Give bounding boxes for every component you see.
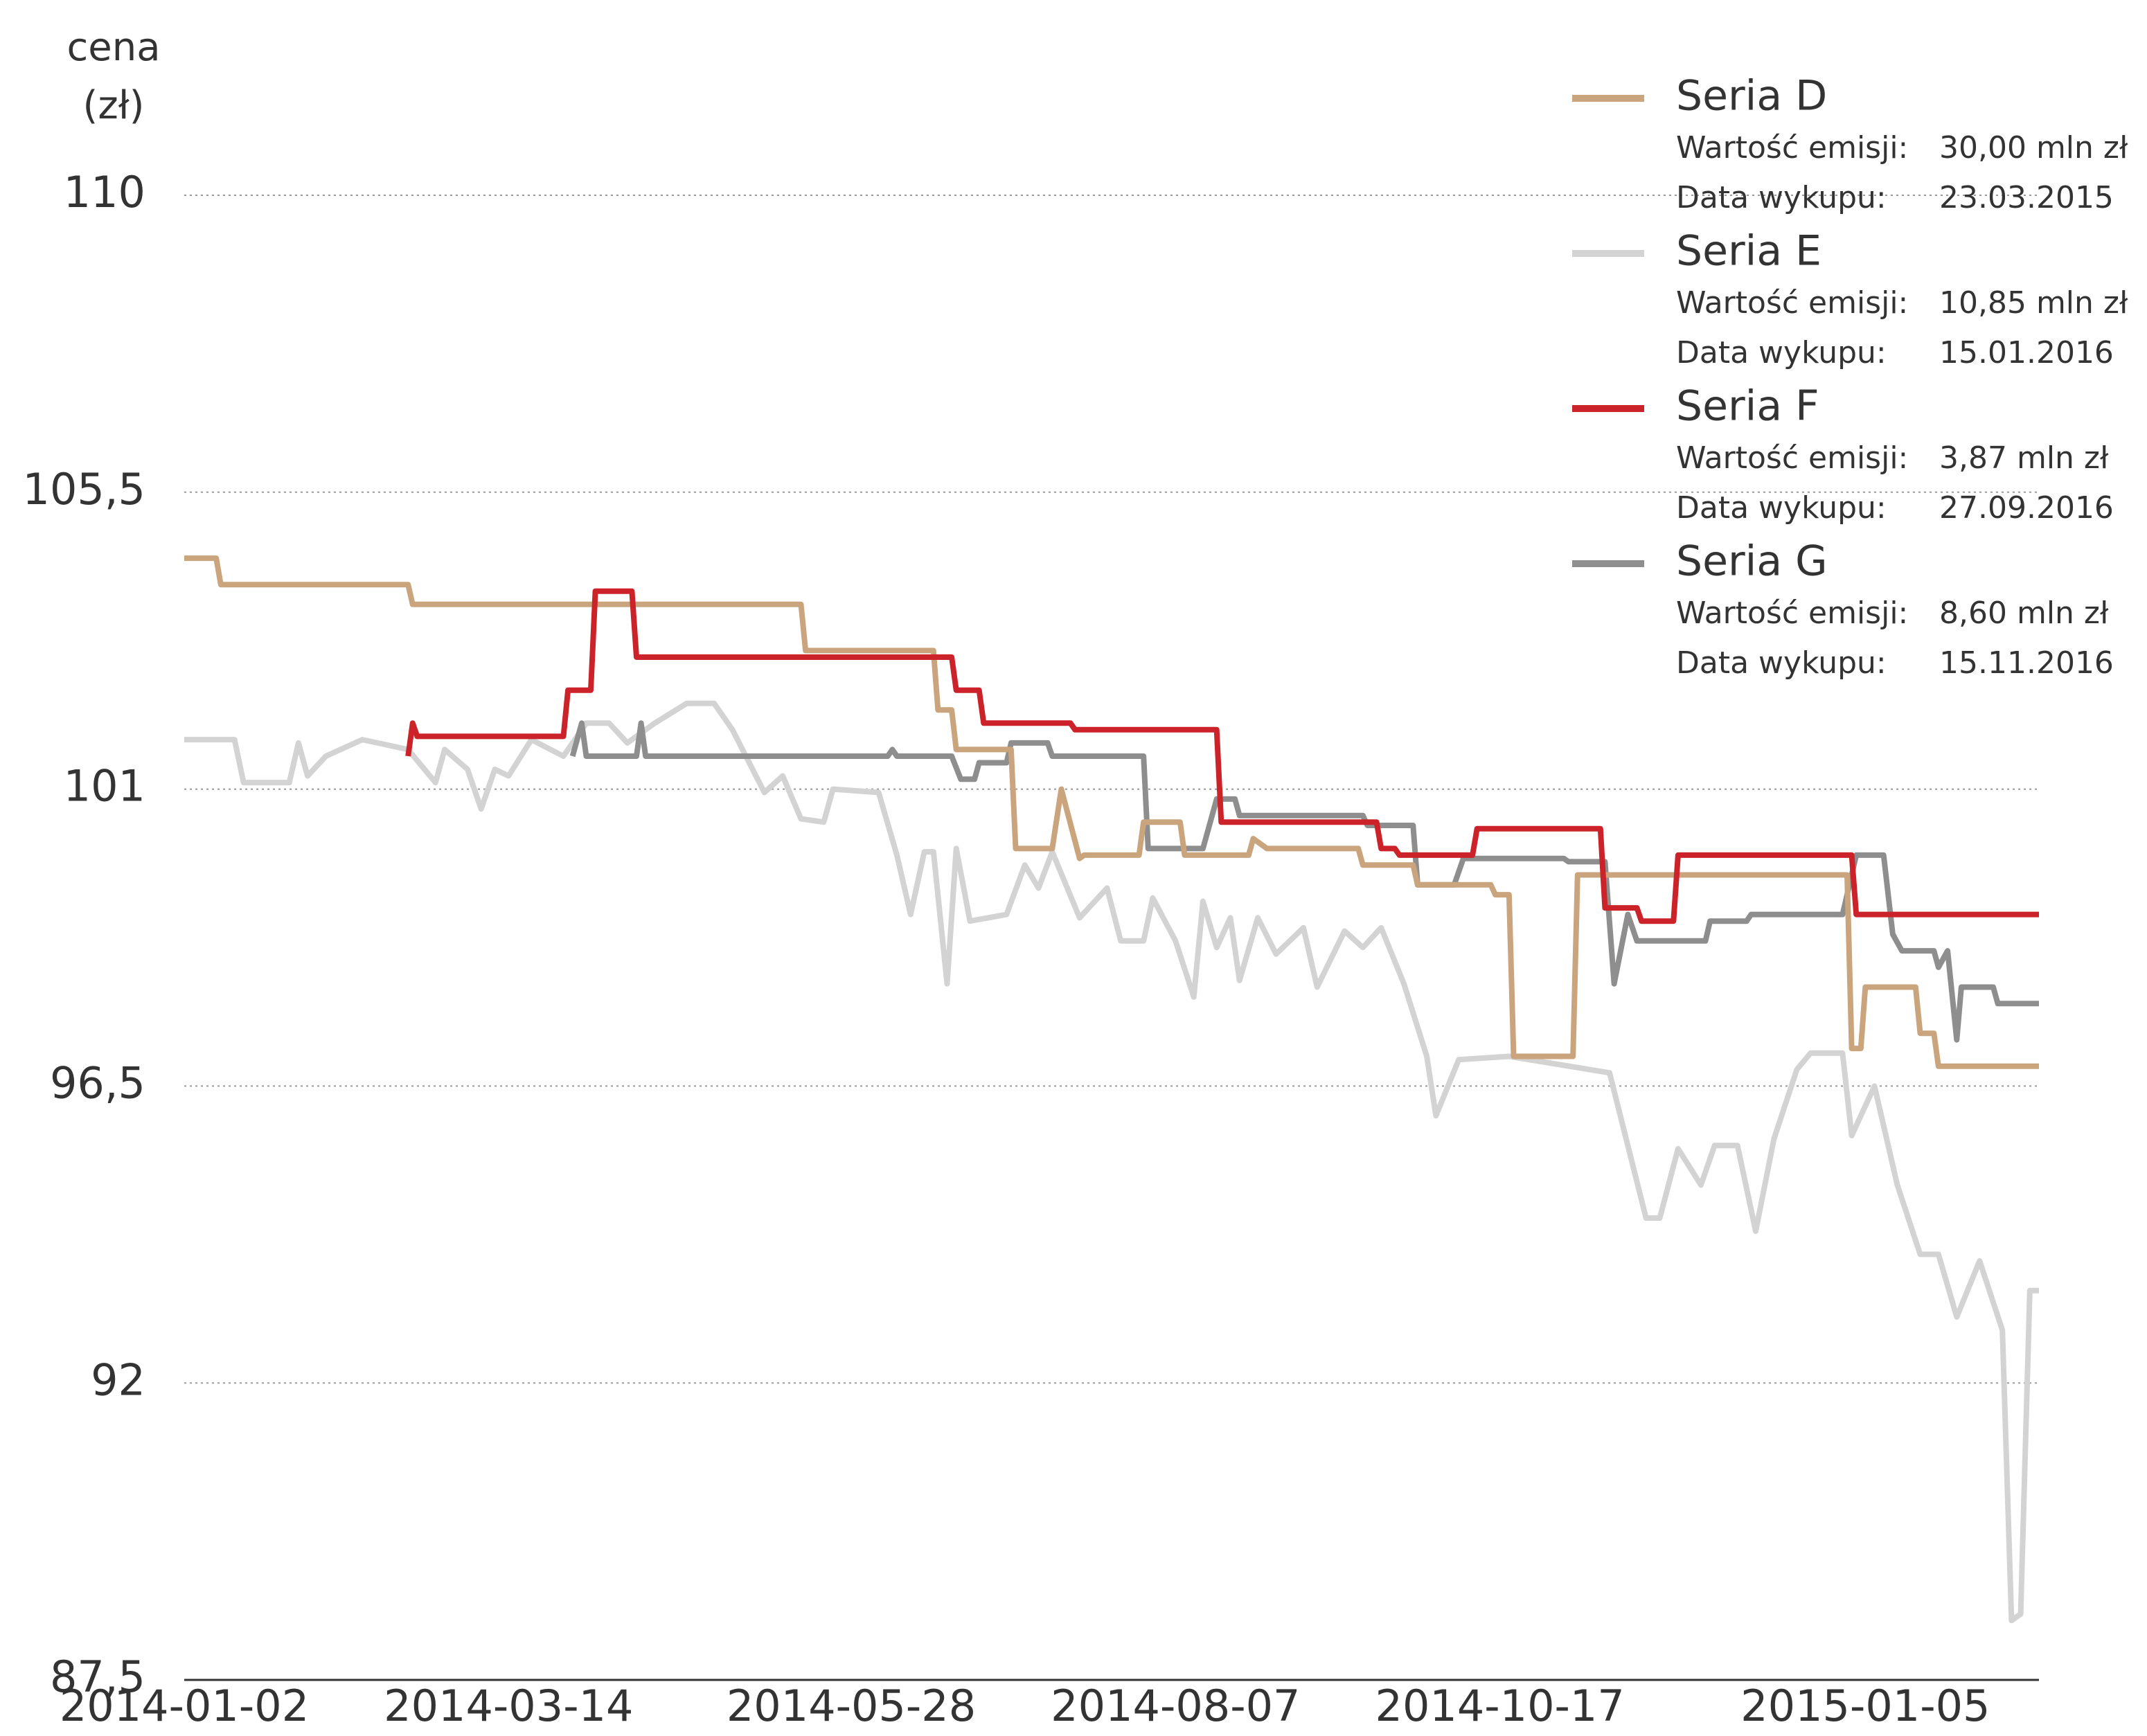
y-tick-label: 96,5: [50, 1057, 145, 1108]
series-line: [184, 700, 2039, 1624]
y-tick-label: 101: [64, 761, 145, 812]
y-tick-label: 110: [64, 167, 145, 217]
x-tick-label: 2014-08-07: [1051, 1681, 1300, 1731]
legend-label: Seria D: [1676, 72, 1827, 120]
series-line: [184, 555, 2039, 1069]
x-tick-label: 2015-01-05: [1740, 1681, 1990, 1731]
legend-label: Seria G: [1676, 537, 1828, 586]
legend-detail-value: 27.09.2016: [1939, 490, 2114, 526]
legend-detail-label: Data wykupu:: [1676, 180, 1887, 215]
y-axis-label: cena: [66, 25, 160, 70]
legend-detail-label: Wartość emisji:: [1676, 596, 1908, 631]
legend-detail-value: 15.11.2016: [1939, 645, 2114, 681]
x-tick-label: 2014-10-17: [1375, 1681, 1625, 1731]
legend-label: Seria F: [1676, 382, 1819, 431]
legend-detail-label: Wartość emisji:: [1676, 285, 1908, 321]
series-line: [405, 588, 2039, 924]
legend-detail-value: 3,87 mln zł: [1939, 440, 2109, 476]
y-tick-label: 105,5: [23, 464, 146, 514]
y-tick-label: 92: [91, 1354, 145, 1405]
legend-detail-label: Wartość emisji:: [1676, 440, 1908, 476]
x-tick-label: 2014-03-14: [384, 1681, 633, 1731]
legend-detail-value: 10,85 mln zł: [1939, 285, 2128, 321]
legend-detail-value: 23.03.2015: [1939, 180, 2114, 215]
legend-detail-value: 8,60 mln zł: [1939, 596, 2109, 631]
legend-detail-label: Data wykupu:: [1676, 645, 1887, 681]
legend-label: Seria E: [1676, 227, 1821, 276]
x-tick-label: 2014-05-28: [727, 1681, 976, 1731]
y-axis-label: (zł): [82, 83, 144, 128]
legend-detail-value: 30,00 mln zł: [1939, 130, 2128, 165]
legend-detail-label: Data wykupu:: [1676, 490, 1887, 526]
x-tick-label: 2014-01-02: [60, 1681, 309, 1731]
y-tick-label: 87,5: [50, 1652, 145, 1702]
legend-detail-label: Wartość emisji:: [1676, 130, 1908, 165]
series-line: [569, 720, 2039, 1043]
legend-detail-label: Data wykupu:: [1676, 335, 1887, 370]
legend-detail-value: 15.01.2016: [1939, 335, 2114, 370]
